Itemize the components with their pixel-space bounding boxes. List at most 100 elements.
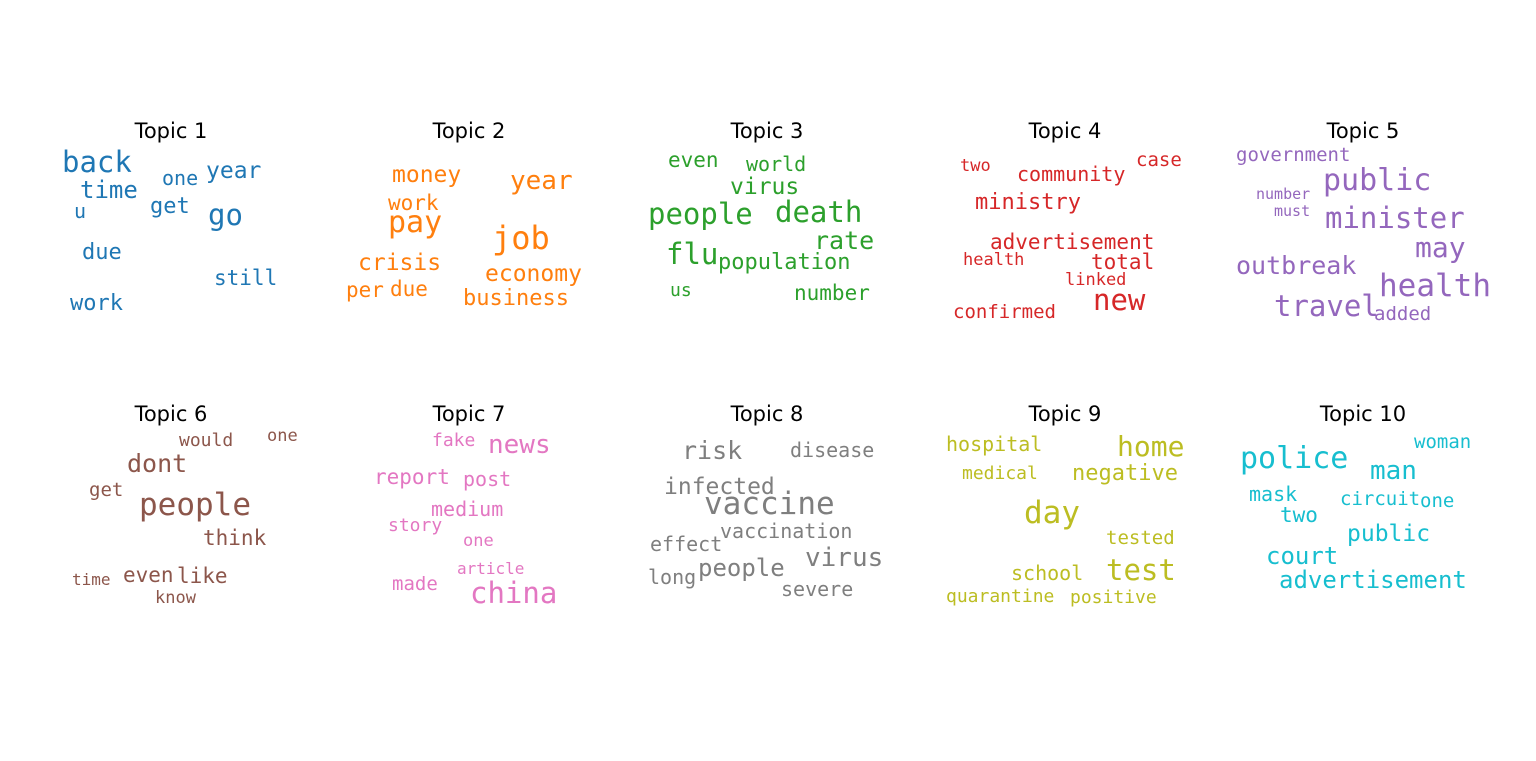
topic-word: flu [666, 237, 719, 271]
topic-title: Topic 1 [134, 119, 208, 143]
topic-word: severe [781, 577, 854, 601]
topic-word: two [960, 156, 991, 176]
topic-word: negative [1072, 461, 1178, 486]
topic-panel-4: Topic 4 two community case ministry advertise… [916, 118, 1214, 322]
topic-word: two [1280, 503, 1318, 527]
topic-word: per [346, 278, 384, 302]
topic-title: Topic 2 [432, 119, 506, 143]
topic-word: linked [1065, 270, 1127, 290]
topic-word: risk [682, 436, 743, 465]
topic-word: vaccination [720, 519, 853, 543]
topic-word: due [390, 277, 428, 301]
topic-word: advertisement [990, 230, 1155, 254]
topic-word: even [123, 563, 174, 587]
topic-word: effect [650, 532, 723, 556]
topic-word: get [150, 194, 190, 219]
topic-word: community [1017, 162, 1126, 186]
topic-word: minister [1325, 201, 1465, 235]
topic-word: total [1091, 250, 1155, 274]
topic-title: Topic 4 [1028, 119, 1102, 143]
topic-word: vaccine [704, 486, 835, 522]
topic-word: quarantine [946, 586, 1055, 607]
topic-word: year [206, 158, 262, 184]
topic-word: story [388, 515, 443, 536]
topic-word: man [1370, 456, 1417, 486]
topic-panel-10: Topic 10 woman police man mask circuit one two p… [1214, 401, 1512, 601]
topic-word: news [488, 430, 551, 460]
topic-word: travel [1274, 289, 1379, 323]
topic-word: know [155, 588, 196, 608]
topic-panel-9: Topic 9 hospital home medical negative day tes… [916, 401, 1214, 607]
topic-word: made [392, 573, 438, 595]
topic-word: people [648, 197, 753, 231]
topic-word: people [139, 487, 251, 523]
topic-word: hospital [946, 432, 1043, 456]
topic-word: fake [432, 430, 476, 451]
topic-word: rate [814, 226, 875, 255]
topic-word: business [463, 286, 569, 311]
topic-word: long [648, 565, 697, 589]
topic-word: added [1374, 303, 1432, 325]
topic-word: number [1256, 185, 1311, 203]
topic-word: one [162, 166, 199, 190]
topic-title: Topic 5 [1326, 119, 1400, 143]
topic-word: time [80, 176, 138, 204]
topic-word: medium [431, 497, 504, 521]
topic-word: back [62, 145, 132, 179]
topic-word: new [1093, 283, 1146, 317]
topic-word: day [1024, 495, 1080, 531]
topic-word: number [794, 281, 870, 305]
topic-title: Topic 6 [134, 402, 208, 426]
topic-word: pay [388, 205, 443, 240]
topic-panel-1: Topic 1 back time one year u get go due still work [22, 118, 320, 318]
topic-word: health [963, 250, 1025, 270]
topic-word: article [457, 559, 525, 578]
topic-word: must [1274, 202, 1311, 220]
topic-word: money [392, 162, 462, 188]
topic-word: school [1011, 561, 1084, 585]
topic-word: post [463, 467, 512, 491]
topic-panel-8: Topic 8 risk disease infected vaccine vaccina… [618, 401, 916, 601]
topic-word: like [177, 564, 228, 588]
topic-word: positive [1070, 587, 1157, 608]
topic-word: work [388, 191, 439, 215]
topic-word: case [1136, 149, 1182, 171]
topic-panel-7: Topic 7 fake news report post medium story one a… [320, 401, 618, 608]
topic-word: advertisement [1279, 566, 1467, 594]
topic-word: disease [790, 438, 875, 462]
topic-title: Topic 7 [432, 402, 506, 426]
topic-word: china [470, 576, 558, 610]
topic-word: people [698, 554, 785, 582]
topic-word: ministry [975, 190, 1081, 215]
topic-word: still [214, 266, 278, 290]
topic-panel-5: Topic 5 government public number must ministe… [1214, 118, 1512, 324]
topic-word: death [775, 195, 863, 229]
topic-word: government [1236, 144, 1351, 166]
topic-word: go [208, 198, 243, 232]
topic-word: crisis [358, 250, 442, 276]
topic-word: confirmed [953, 301, 1056, 323]
topic-panel-3: Topic 3 even world virus people death rate flu p… [618, 118, 916, 318]
topic-word: economy [485, 261, 582, 287]
topic-word: time [72, 570, 111, 589]
topic-word: health [1379, 268, 1491, 304]
topic-title: Topic 3 [730, 119, 804, 143]
topic-word: job [492, 219, 550, 257]
topic-word: even [668, 148, 719, 172]
topic-word: one [1420, 490, 1455, 512]
topic-panel-6: Topic 6 would one dont get people think time eve… [22, 401, 320, 607]
topic-word: home [1117, 430, 1185, 463]
topic-title: Topic 9 [1028, 402, 1102, 426]
topic-word: may [1415, 231, 1466, 264]
topic-word: due [82, 240, 122, 265]
topic-word: virus [730, 174, 800, 200]
topic-word: tested [1106, 527, 1175, 549]
topic-word: dont [127, 449, 188, 478]
topic-word: outbreak [1236, 251, 1357, 280]
topic-word: one [463, 531, 494, 551]
topic-word: infected [664, 474, 775, 500]
topic-word: public [1323, 163, 1432, 198]
topic-word: population [718, 250, 851, 275]
topic-word: year [510, 166, 573, 196]
